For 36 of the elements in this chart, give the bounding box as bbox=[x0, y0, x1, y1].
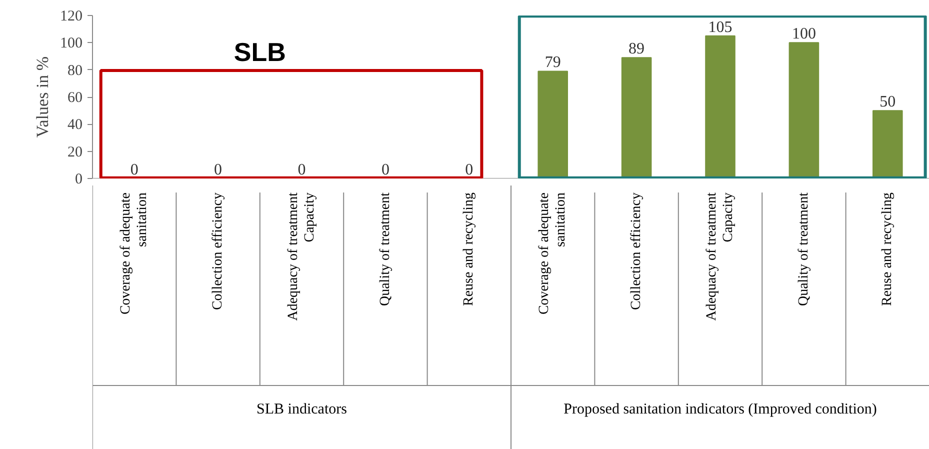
x-tick-label: Coverage of adequate sanitation bbox=[118, 192, 150, 315]
x-tick-label: Reuse and recycling bbox=[462, 192, 477, 306]
y-tick-label: 60 bbox=[68, 90, 82, 106]
y-tick-label: 0 bbox=[75, 172, 82, 188]
x-tick-label: Quality of treatment bbox=[378, 192, 393, 306]
text: SLB indicators bbox=[256, 402, 348, 418]
data-label: 0 bbox=[130, 161, 138, 178]
x-tick-label: Quality of treatment bbox=[796, 192, 812, 306]
y-tick-label: 80 bbox=[68, 62, 82, 79]
annotation: SLB bbox=[234, 37, 286, 68]
data-label: 100 bbox=[792, 26, 816, 43]
x-tick-label: Collection efficiency bbox=[629, 192, 644, 310]
data-label: 0 bbox=[381, 161, 390, 178]
text: Proposed sanitation indicators (Improved condition) bbox=[564, 402, 877, 418]
bar bbox=[872, 110, 903, 178]
x-tick-label: Collection efficiency bbox=[210, 192, 226, 310]
data-label: 105 bbox=[708, 18, 732, 36]
x-tick-label: Adequacy of treatment Capacity bbox=[286, 192, 318, 321]
bar bbox=[621, 57, 652, 178]
data-label: 89 bbox=[628, 40, 645, 58]
x-tick-label: Adequacy of treatment Capacity bbox=[704, 192, 736, 321]
bar bbox=[788, 42, 820, 178]
y-tick-label: 100 bbox=[60, 36, 82, 52]
data-label: 0 bbox=[298, 161, 306, 178]
data-label: 0 bbox=[465, 161, 474, 178]
data-label: 79 bbox=[544, 54, 561, 72]
x-tick-label: Coverage of adequate sanitation bbox=[537, 192, 569, 315]
y-axis-title: Values in % bbox=[33, 56, 52, 138]
y-tick-label: 40 bbox=[68, 117, 82, 134]
y-tick-label: 120 bbox=[60, 8, 82, 24]
x-tick-label: Reuse and recycling bbox=[880, 192, 896, 306]
bar bbox=[538, 70, 568, 178]
bar bbox=[705, 35, 736, 178]
y-tick-label: 20 bbox=[68, 144, 82, 160]
data-label: 0 bbox=[214, 161, 222, 178]
data-label: 50 bbox=[880, 94, 896, 111]
